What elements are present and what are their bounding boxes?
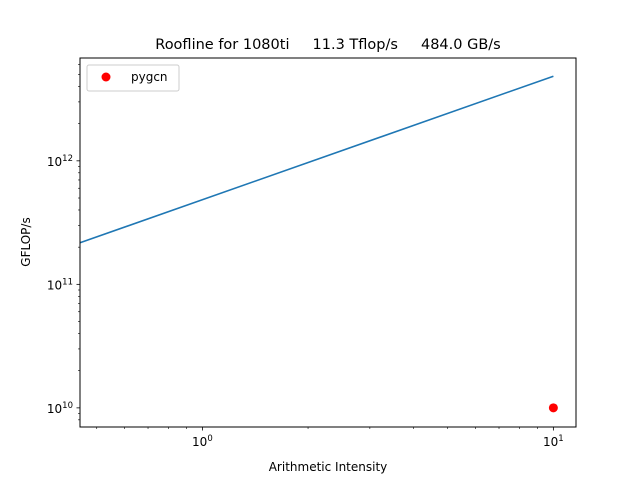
x-tick-label: 100 [192,434,213,449]
x-tick-label: 101 [543,434,564,449]
y-axis-ticks: 1010 1011 1012 [47,154,80,416]
x-axis-label: Arithmetic Intensity [269,460,388,474]
y-tick-label: 1010 [47,401,73,416]
minor-ticks [78,64,538,429]
chart-title: Roofline for 1080ti 11.3 Tflop/s 484.0 G… [155,37,500,53]
x-axis-ticks: 100 101 [192,427,564,449]
legend-marker-pygcn [101,72,111,82]
y-axis-label: GFLOP/s [19,217,33,266]
legend: pygcn [86,64,180,92]
plot-area [79,75,558,413]
axes-frame [79,57,577,428]
legend-label-pygcn: pygcn [131,70,168,84]
scatter-point-pygcn [548,403,558,413]
y-tick-label: 1011 [47,277,73,292]
legend-frame [86,64,180,92]
y-tick-label: 1012 [47,154,73,169]
roofline-line [79,75,554,244]
